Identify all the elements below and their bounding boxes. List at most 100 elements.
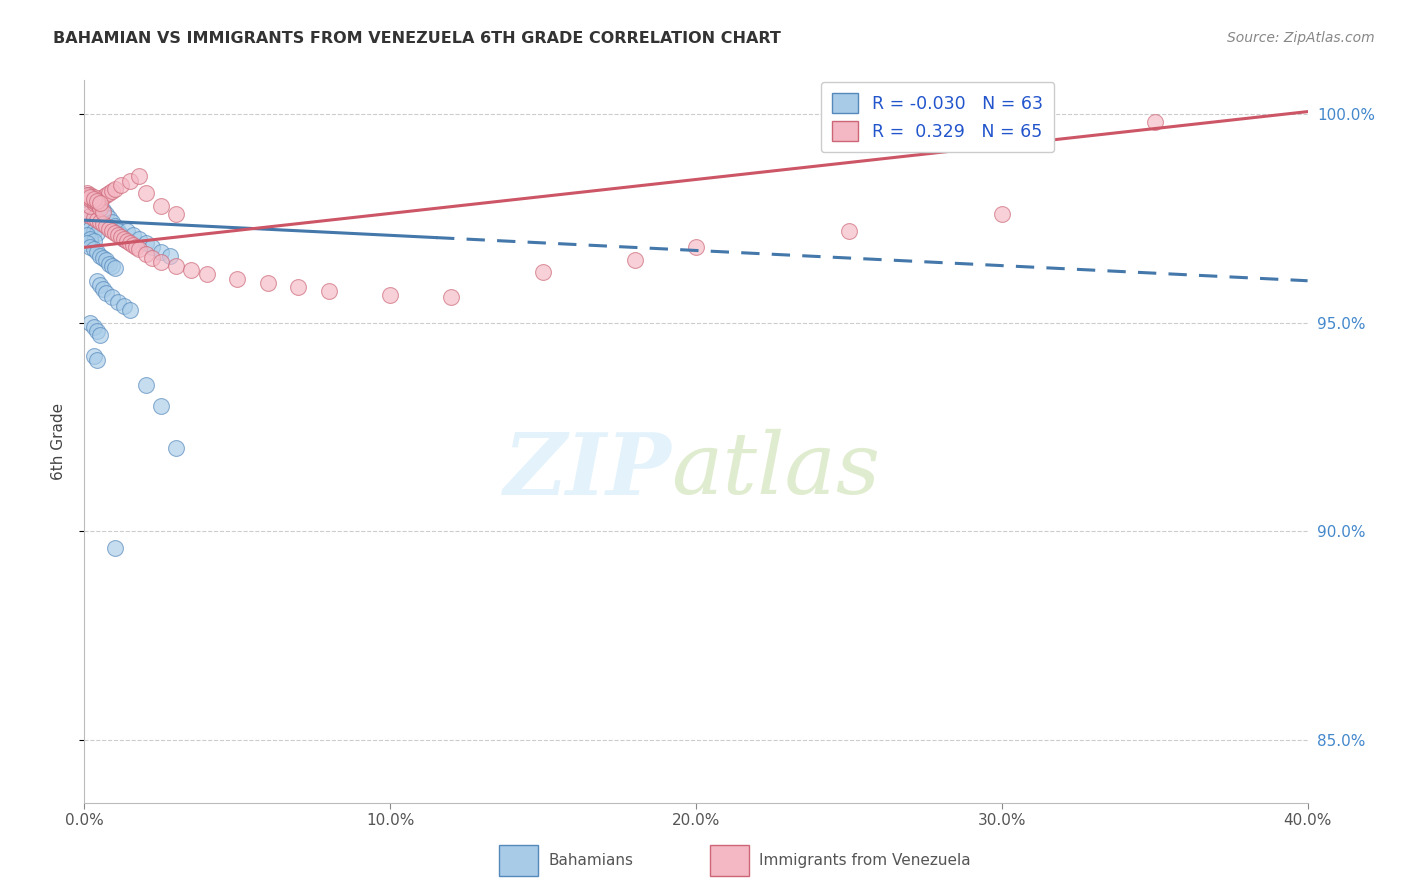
Text: Immigrants from Venezuela: Immigrants from Venezuela [759,854,972,868]
Point [79,209,101,223]
Point [128,243,150,257]
Point [838,224,860,238]
Point [94,219,117,234]
Point [79,198,101,212]
Point [159,249,181,263]
Point [79,190,101,204]
Point [104,541,127,555]
Point [97,257,120,271]
Point [122,238,145,252]
Point [86,213,108,227]
Text: Bahamians: Bahamians [548,854,633,868]
Point [83,319,105,334]
Point [149,255,172,269]
Text: BAHAMIAN VS IMMIGRANTS FROM VENEZUELA 6TH GRADE CORRELATION CHART: BAHAMIAN VS IMMIGRANTS FROM VENEZUELA 6T… [53,31,782,46]
Point [257,276,280,290]
Point [107,294,129,309]
Text: Source: ZipAtlas.com: Source: ZipAtlas.com [1227,31,1375,45]
Point [104,219,127,234]
Point [685,240,707,254]
Legend: R = -0.030   N = 63, R =  0.329   N = 65: R = -0.030 N = 63, R = 0.329 N = 65 [821,82,1054,153]
Point [94,188,117,202]
Point [122,227,145,242]
Point [83,234,105,248]
Point [97,211,120,226]
Point [91,218,114,232]
Point [141,240,163,254]
Point [86,226,108,240]
Point [79,232,101,246]
Point [195,268,218,282]
Point [112,232,135,246]
Point [128,169,150,184]
Point [84,196,107,211]
Point [91,218,114,232]
Point [125,240,148,254]
Point [112,299,135,313]
Point [83,211,105,226]
Point [76,227,98,242]
Point [79,221,101,235]
Point [97,186,120,200]
Point [86,213,108,227]
Point [94,252,117,267]
Y-axis label: 6th Grade: 6th Grade [51,403,66,480]
Point [89,201,111,215]
Point [120,303,142,318]
Point [104,182,127,196]
Point [149,244,172,259]
Point [91,204,114,219]
Point [101,259,124,273]
Point [89,201,111,215]
Point [83,349,105,363]
Point [83,190,105,204]
Point [79,209,101,223]
Text: ZIP: ZIP [503,429,672,512]
Point [76,236,98,251]
Point [79,190,101,204]
Point [89,277,111,292]
Point [107,224,129,238]
Point [86,198,108,212]
Point [80,192,103,206]
Point [624,252,647,267]
Point [135,236,157,251]
Point [79,188,101,202]
Point [76,188,98,202]
Point [110,178,132,192]
Point [1143,115,1166,129]
FancyBboxPatch shape [499,846,538,876]
Point [86,274,108,288]
Point [76,219,98,234]
Point [83,243,105,257]
Point [287,280,309,294]
Point [83,194,105,209]
Point [101,184,124,198]
Point [991,207,1014,221]
Point [79,316,101,330]
Point [86,196,108,211]
Point [83,224,105,238]
Point [91,251,114,265]
Point [135,378,157,392]
Point [76,207,98,221]
Point [128,232,150,246]
Point [380,288,402,302]
Point [86,194,108,209]
Point [149,198,172,212]
Point [141,251,163,265]
Point [94,207,117,221]
Point [86,244,108,259]
Point [101,224,124,238]
Point [89,215,111,229]
Point [91,202,114,217]
Point [97,221,120,235]
Point [165,441,187,455]
Point [76,190,98,204]
Point [104,261,127,276]
Point [83,194,105,209]
Point [91,190,114,204]
Point [76,186,98,200]
Point [226,271,249,285]
Point [76,207,98,221]
